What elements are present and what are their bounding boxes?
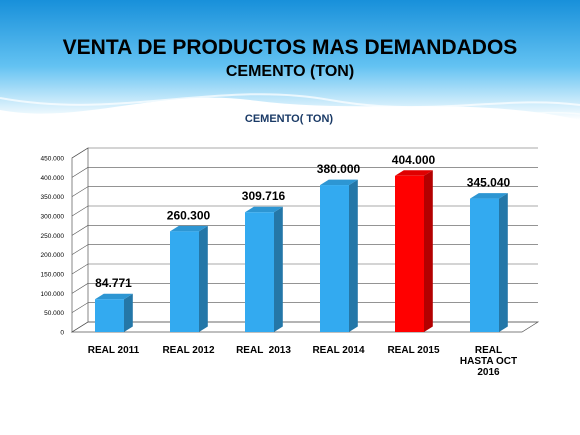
gridline xyxy=(71,147,538,159)
y-tick-label: 450.000 xyxy=(41,156,65,163)
y-axis-ticks: 0 50.000 100.000 150.000 200.000 250.000 300.0… xyxy=(41,156,65,337)
bar-side xyxy=(424,170,433,332)
chart-bars xyxy=(95,170,508,332)
y-tick-label: 400.000 xyxy=(41,175,65,182)
bar-side xyxy=(499,193,508,332)
bar-front xyxy=(395,175,424,332)
bar-side xyxy=(199,225,208,332)
bar-top xyxy=(470,193,508,199)
bar-top xyxy=(245,206,283,213)
chart-title: CEMENTO( TON) xyxy=(245,113,334,125)
gridline xyxy=(71,283,538,294)
bar-front xyxy=(95,299,124,332)
gridline xyxy=(71,186,538,197)
data-label: 345.040 xyxy=(467,176,511,190)
gridline xyxy=(71,321,538,333)
bar-side xyxy=(349,179,358,332)
bar-top xyxy=(395,170,433,176)
bar-front xyxy=(320,185,349,332)
y-tick-label: 0 xyxy=(60,330,64,337)
data-labels: 84.771 260.300 309.716 380.000 404.000 345.04… xyxy=(95,153,510,290)
y-tick-label: 100.000 xyxy=(41,291,65,298)
bar-front xyxy=(170,231,199,332)
chart-gridlines xyxy=(71,147,538,333)
x-tick-label: REAL 2015 xyxy=(387,345,440,356)
bar-front xyxy=(245,212,274,332)
gridline xyxy=(71,302,538,313)
y-tick-label: 200.000 xyxy=(41,252,65,259)
x-axis-ticks: REAL 2011 REAL 2012 REAL 2013 REAL 2014 REAL… xyxy=(88,345,517,378)
data-label: 380.000 xyxy=(317,162,361,176)
bar xyxy=(245,206,283,332)
x-tick-label: REAL 2011 xyxy=(88,345,140,356)
data-label: 404.000 xyxy=(392,153,436,167)
gridline xyxy=(71,167,538,178)
slide-title: VENTA DE PRODUCTOS MAS DEMANDADOS xyxy=(62,36,518,59)
bar xyxy=(395,170,433,332)
data-label: 309.716 xyxy=(242,189,286,203)
y-tick-label: 50.000 xyxy=(44,310,64,317)
slide-subtitle: CEMENTO (TON) xyxy=(225,63,355,80)
x-tick-label: REAL 2012 xyxy=(162,345,215,356)
bar xyxy=(170,225,208,332)
x-tick-label: REAL 2013 xyxy=(236,345,291,356)
bar xyxy=(470,193,508,332)
bar xyxy=(95,293,133,332)
gridline xyxy=(71,263,538,275)
bar-side xyxy=(124,293,133,332)
gridline xyxy=(71,225,538,236)
y-tick-label: 150.000 xyxy=(41,272,65,279)
data-label: 84.771 xyxy=(95,276,132,290)
x-tick-label: REAL HASTA OCT 2016 xyxy=(460,345,517,378)
y-tick-label: 250.000 xyxy=(41,233,65,240)
floor xyxy=(70,321,540,333)
bar-top xyxy=(170,225,208,232)
y-tick-label: 350.000 xyxy=(41,194,65,201)
gridline xyxy=(71,244,538,255)
bar-top xyxy=(320,179,358,186)
gridline xyxy=(71,205,538,217)
bar-front xyxy=(470,198,499,332)
bar-top xyxy=(95,293,133,300)
bar-side xyxy=(274,206,283,332)
header-banner xyxy=(0,0,580,120)
x-tick-label: REAL 2014 xyxy=(312,345,365,356)
bar xyxy=(320,179,358,332)
data-label: 260.300 xyxy=(167,208,211,222)
y-tick-label: 300.000 xyxy=(41,214,65,221)
